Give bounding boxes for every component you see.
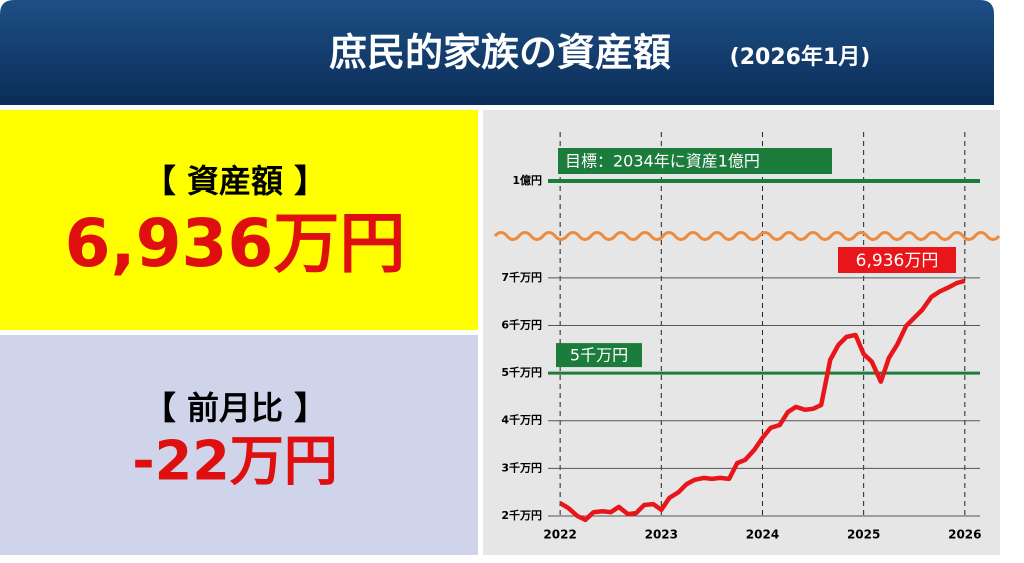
x-tick-label: 2023 (645, 528, 678, 542)
asset-heading: 【 資産額 】 (144, 162, 326, 200)
x-tick-label: 2022 (543, 528, 576, 542)
end-label: 6,936万円 (856, 251, 939, 271)
reference-label-box (556, 343, 642, 368)
x-tick-label: 2026 (948, 528, 981, 542)
y-tick-label: 4千万円 (501, 413, 542, 427)
date: (2026年1月) (730, 44, 871, 70)
change-value: -22万円 (132, 430, 338, 493)
chart-panel (483, 110, 1000, 555)
header-banner (0, 0, 994, 105)
goal-label: 目標：2034年に資産1億円 (565, 152, 760, 171)
y-tick-label: 2千万円 (501, 508, 542, 522)
asset-panel (0, 110, 478, 330)
data-line (558, 278, 966, 523)
x-tick-label: 2025 (847, 528, 880, 542)
y-tick-label: 3千万円 (501, 460, 542, 474)
end-label-box (838, 247, 956, 273)
axis-break (493, 231, 1001, 241)
y-tick-label: 6千万円 (501, 317, 542, 331)
goal-label-box (558, 148, 832, 174)
chart: 2022 2023 2024 2025 2026 2千万円 3千万円 4千万円 5千万円 6千万円… (493, 132, 1001, 542)
y-tick-label: 5千万円 (501, 365, 542, 379)
change-panel (0, 335, 478, 555)
title: 庶民的家族の資産額 (329, 31, 671, 75)
y-tick-label: 7千万円 (501, 270, 542, 284)
reference-label: 5千万円 (570, 346, 628, 365)
x-tick-label: 2024 (746, 528, 779, 542)
goal-tick-label: 1億円 (512, 173, 542, 187)
asset-value: 6,936万円 (65, 205, 406, 282)
change-heading: 【 前月比 】 (144, 389, 326, 427)
